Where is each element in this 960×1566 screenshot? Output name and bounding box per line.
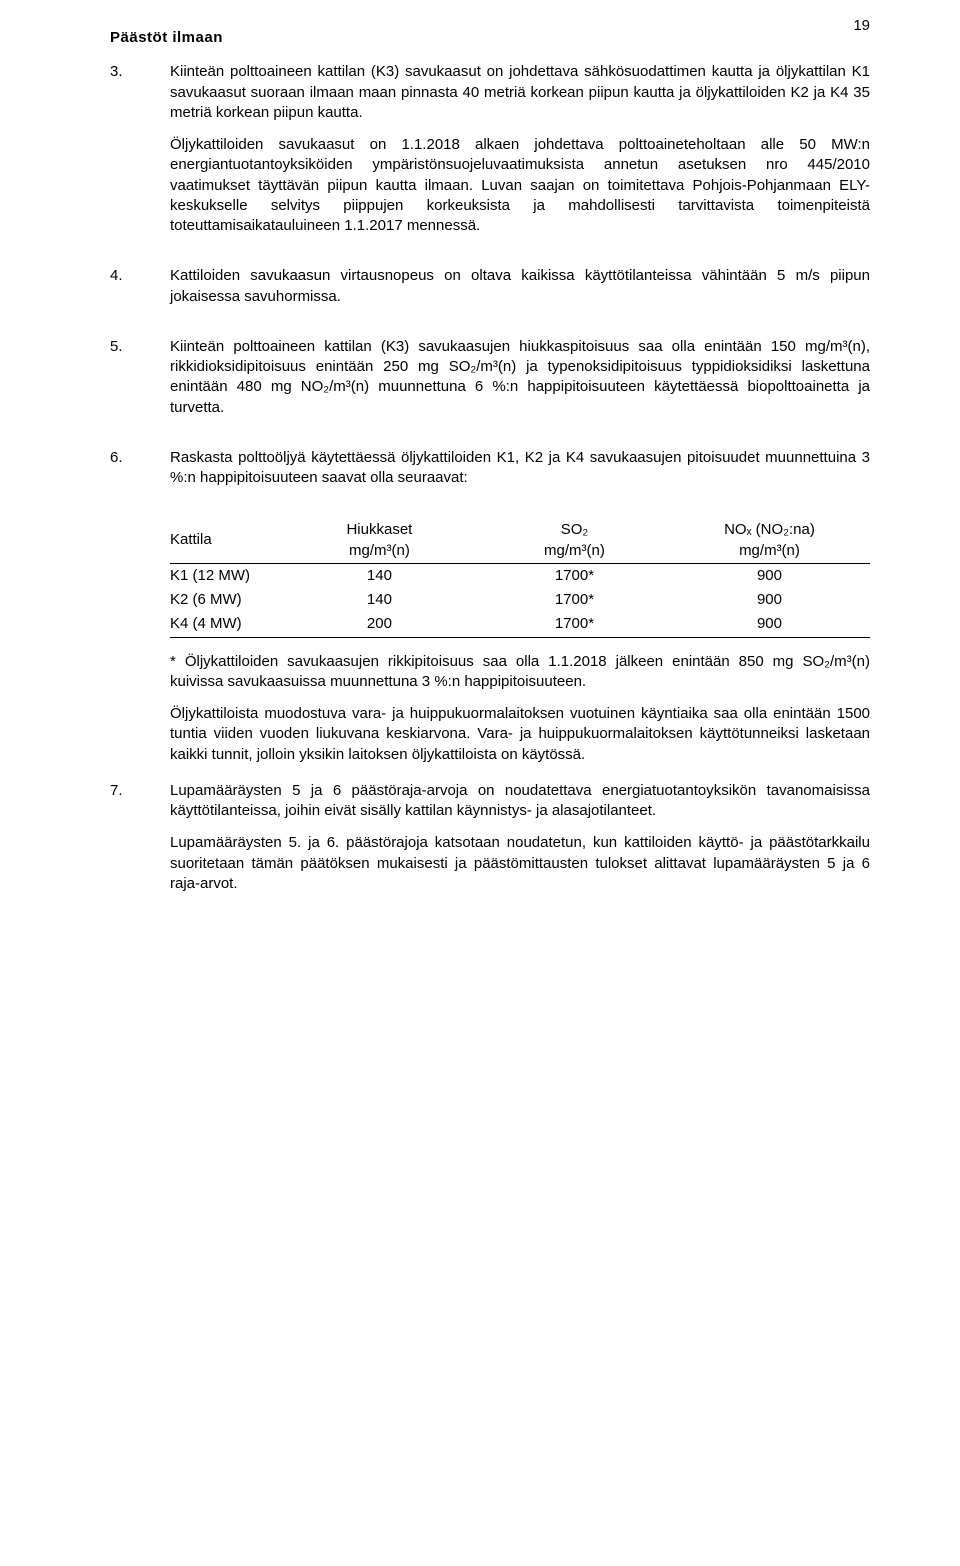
cell-kattila: K4 (4 MW) (170, 612, 285, 637)
clause-3: 3. Kiinteän polttoaineen kattilan (K3) s… (110, 62, 870, 248)
clause-number: 6. (110, 448, 170, 501)
section-heading: Päästöt ilmaan (110, 28, 870, 48)
col-header-so2: SO₂ mg/m³(n) (480, 518, 675, 563)
table-footnotes: * Öljykattiloiden savukaasujen rikkipito… (170, 652, 870, 765)
cell-kattila: K2 (6 MW) (170, 588, 285, 612)
header-line: Hiukkaset (346, 521, 412, 538)
cell-so2: 1700* (480, 563, 675, 588)
clause-5: 5. Kiinteän polttoaineen kattilan (K3) s… (110, 337, 870, 430)
col-header-kattila: Kattila (170, 518, 285, 563)
clause-4: 4. Kattiloiden savukaasun virtausnopeus … (110, 266, 870, 319)
col-header-hiukkaset: Hiukkaset mg/m³(n) (285, 518, 480, 563)
clause-number: 3. (110, 62, 170, 248)
clause-body: Lupamääräysten 5 ja 6 päästöraja-arvoja … (170, 781, 870, 906)
emission-limits-table: Kattila Hiukkaset mg/m³(n) SO₂ mg/m³(n) … (170, 518, 870, 637)
paragraph: Lupamääräysten 5 ja 6 päästöraja-arvoja … (170, 781, 870, 822)
header-unit: mg/m³(n) (544, 542, 605, 559)
clause-body: Kiinteän polttoaineen kattilan (K3) savu… (170, 337, 870, 430)
table-row: K4 (4 MW) 200 1700* 900 (170, 612, 870, 637)
cell-nox: 900 (675, 563, 870, 588)
footnote: * Öljykattiloiden savukaasujen rikkipito… (170, 652, 870, 693)
table-header-row: Kattila Hiukkaset mg/m³(n) SO₂ mg/m³(n) … (170, 518, 870, 563)
header-unit: mg/m³(n) (739, 542, 800, 559)
cell-kattila: K1 (12 MW) (170, 563, 285, 588)
clause-number: 4. (110, 266, 170, 319)
cell-nox: 900 (675, 588, 870, 612)
clause-body: Kattiloiden savukaasun virtausnopeus on … (170, 266, 870, 319)
paragraph: Kiinteän polttoaineen kattilan (K3) savu… (170, 62, 870, 123)
clause-body: Kiinteän polttoaineen kattilan (K3) savu… (170, 62, 870, 248)
table-row: K2 (6 MW) 140 1700* 900 (170, 588, 870, 612)
cell-so2: 1700* (480, 588, 675, 612)
paragraph: Kattiloiden savukaasun virtausnopeus on … (170, 266, 870, 307)
cell-nox: 900 (675, 612, 870, 637)
clause-6: 6. Raskasta polttoöljyä käytettäessä ölj… (110, 448, 870, 501)
table-row: K1 (12 MW) 140 1700* 900 (170, 563, 870, 588)
col-header-nox: NOₓ (NO₂:na) mg/m³(n) (675, 518, 870, 563)
paragraph: Lupamääräysten 5. ja 6. päästörajoja kat… (170, 833, 870, 894)
paragraph: Kiinteän polttoaineen kattilan (K3) savu… (170, 337, 870, 418)
footnote: Öljykattiloista muodostuva vara- ja huip… (170, 704, 870, 765)
cell-so2: 1700* (480, 612, 675, 637)
clause-7: 7. Lupamääräysten 5 ja 6 päästöraja-arvo… (110, 781, 870, 906)
paragraph: Raskasta polttoöljyä käytettäessä öljyka… (170, 448, 870, 489)
clause-number: 7. (110, 781, 170, 906)
paragraph: Öljykattiloiden savukaasut on 1.1.2018 a… (170, 135, 870, 236)
page-number: 19 (853, 16, 870, 36)
cell-hiukkaset: 140 (285, 563, 480, 588)
header-line: SO₂ (561, 521, 589, 538)
cell-hiukkaset: 140 (285, 588, 480, 612)
header-unit: mg/m³(n) (349, 542, 410, 559)
page: 19 Päästöt ilmaan 3. Kiinteän polttoaine… (0, 0, 960, 1566)
clause-number: 5. (110, 337, 170, 430)
header-line: NOₓ (NO₂:na) (724, 521, 815, 538)
clause-body: Raskasta polttoöljyä käytettäessä öljyka… (170, 448, 870, 501)
cell-hiukkaset: 200 (285, 612, 480, 637)
